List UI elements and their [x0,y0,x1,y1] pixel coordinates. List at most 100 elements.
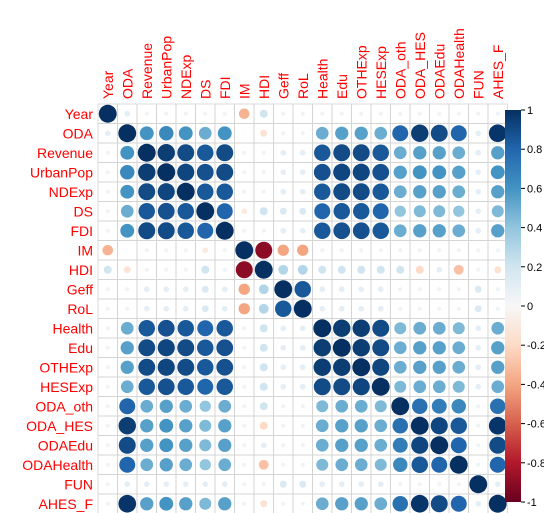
correlation-circle-FDI-FUN [475,227,482,234]
correlation-circle-FUN-FUN [469,475,488,494]
correlation-circle-ODAHealth-HESExp [374,458,387,471]
correlation-circle-UrbanPop-FDI [216,163,234,181]
correlation-circle-Revenue-NDExp [177,144,195,162]
correlation-circle-DS-OTHExp [352,202,370,220]
column-label: ODA_HES [412,32,428,99]
correlation-circle-ODA_oth-ODAEdu [431,398,447,414]
correlation-circle-ODA_oth-NDExp [179,399,193,413]
correlation-circle-UrbanPop-OTHExp [352,163,370,181]
correlation-circle-Geff-FDI [221,286,228,293]
correlation-circle-FUN-ODA_HES [417,482,422,487]
correlation-circle-Year-NDExp [183,111,188,116]
correlation-circle-ODA-FUN [475,130,482,137]
colorbar-tick-label: -0.8 [527,458,544,470]
correlation-circle-NDExp-ODAEdu [432,185,446,199]
correlation-circle-ODA_oth-Geff [281,404,286,409]
correlation-circle-ODAHealth-NDExp [179,458,193,472]
correlation-circle-UrbanPop-DS [196,163,214,181]
correlation-circle-ODA-Year [104,130,111,137]
correlation-circle-IM-RoL [297,244,309,256]
correlation-circle-FDI-AHES_F [491,224,505,238]
correlation-circle-ODA-FDI [217,126,232,141]
correlation-circle-ODA_oth-Revenue [140,399,154,413]
correlation-circle-ODAHealth-AHES_F [489,456,506,473]
correlation-circle-NDExp-IM [242,189,247,194]
row-label: ODA_HES [26,418,93,434]
correlation-circle-Geff-ODA_HES [417,287,422,292]
column-label: Year [100,70,116,99]
correlation-circles [98,104,507,513]
correlation-circle-FDI-ODA [120,223,135,238]
correlation-circle-Year-DS [203,111,208,116]
correlation-circle-IM-HESExp [378,248,383,253]
correlation-circle-DS-IM [241,208,248,215]
correlation-circle-Year-RoL [300,111,305,116]
correlation-circle-AHES_F-RoL [300,501,305,506]
correlation-circle-Geff-AHES_F [495,287,500,292]
correlation-circle-ODA_HES-ODA_oth [392,417,409,434]
correlation-circle-RoL-ODAHealth [456,306,461,311]
correlation-circle-Geff-HDI [258,284,269,295]
correlation-circle-Edu-Geff [280,344,287,351]
correlation-circle-HDI-DS [201,265,210,274]
correlation-circle-HDI-NDExp [183,267,188,272]
row-label: OTHExp [39,359,93,375]
correlation-circle-DS-Health [314,203,331,220]
correlation-circle-Year-Edu [339,111,344,116]
correlation-circle-IM-Year [102,244,114,256]
correlation-circle-HDI-FDI [222,267,227,272]
correlation-circle-HESExp-Health [313,378,331,396]
correlation-circle-ODAEdu-HDI [260,442,267,449]
correlation-circle-IM-IM [235,241,254,260]
row-label: Health [53,320,93,336]
correlation-circle-NDExp-AHES_F [491,185,505,199]
correlation-circle-FDI-FDI [215,221,234,240]
correlation-circle-HESExp-Revenue [138,378,156,396]
correlation-circle-AHES_F-OTHExp [354,497,368,511]
correlation-circle-UrbanPop-ODA_oth [393,165,407,179]
correlation-circle-UrbanPop-IM [242,170,247,175]
correlation-circle-FDI-Revenue [138,222,156,240]
colorbar-gradient [505,110,521,502]
correlation-circle-Geff-NDExp [182,286,189,293]
correlation-circle-HESExp-NDExp [177,378,195,396]
correlation-circle-Revenue-ODA_HES [413,146,427,160]
colorbar-tick-label: -0.6 [527,419,544,431]
correlation-circle-Health-HDI [259,324,268,333]
correlation-circle-OTHExp-HESExp [372,358,390,376]
correlation-circle-HESExp-AHES_F [491,380,505,394]
correlation-circle-Edu-RoL [299,344,306,351]
correlation-circle-RoL-HESExp [377,305,384,312]
column-label: ODAHealth [451,28,467,99]
correlation-circle-FUN-UrbanPop [163,481,170,488]
correlation-circle-FDI-ODAEdu [432,224,446,238]
correlation-circle-ODAEdu-RoL [300,443,305,448]
correlation-circle-Year-Health [320,111,325,116]
correlation-circle-RoL-ODA_HES [417,306,422,311]
correlation-circle-HESExp-ODAEdu [432,380,446,394]
correlation-circle-FUN-RoL [299,480,307,488]
colorbar-tick-label: -0.4 [527,379,544,391]
correlation-circle-ODAEdu-ODAEdu [430,436,449,455]
correlation-circle-ODA_oth-FDI [218,399,232,413]
correlation-circle-ODA-ODA_oth [392,125,409,142]
correlation-circle-ODA_oth-Year [105,404,110,409]
correlation-circle-DS-HDI [259,207,268,216]
correlation-circle-DS-Geff [279,207,287,215]
correlation-circle-UrbanPop-ODAHealth [452,165,466,179]
row-label: Geff [67,281,93,297]
correlation-circle-IM-Geff [277,244,289,256]
correlation-circle-FDI-DS [197,222,214,239]
correlation-circle-HESExp-DS [197,378,214,395]
row-label: AHES_F [39,496,93,512]
column-label: Revenue [139,43,155,99]
correlation-circle-Year-HESExp [378,111,383,116]
correlation-circle-Year-ODAEdu [437,111,442,116]
correlation-circle-FUN-HESExp [377,481,384,488]
correlation-circle-Geff-Year [105,287,110,292]
correlation-circle-ODA-ODA [118,124,137,143]
correlation-circle-Revenue-HESExp [372,144,390,162]
correlation-circle-ODA-ODAHealth [450,125,467,142]
correlation-circle-UrbanPop-HDI [261,170,266,175]
